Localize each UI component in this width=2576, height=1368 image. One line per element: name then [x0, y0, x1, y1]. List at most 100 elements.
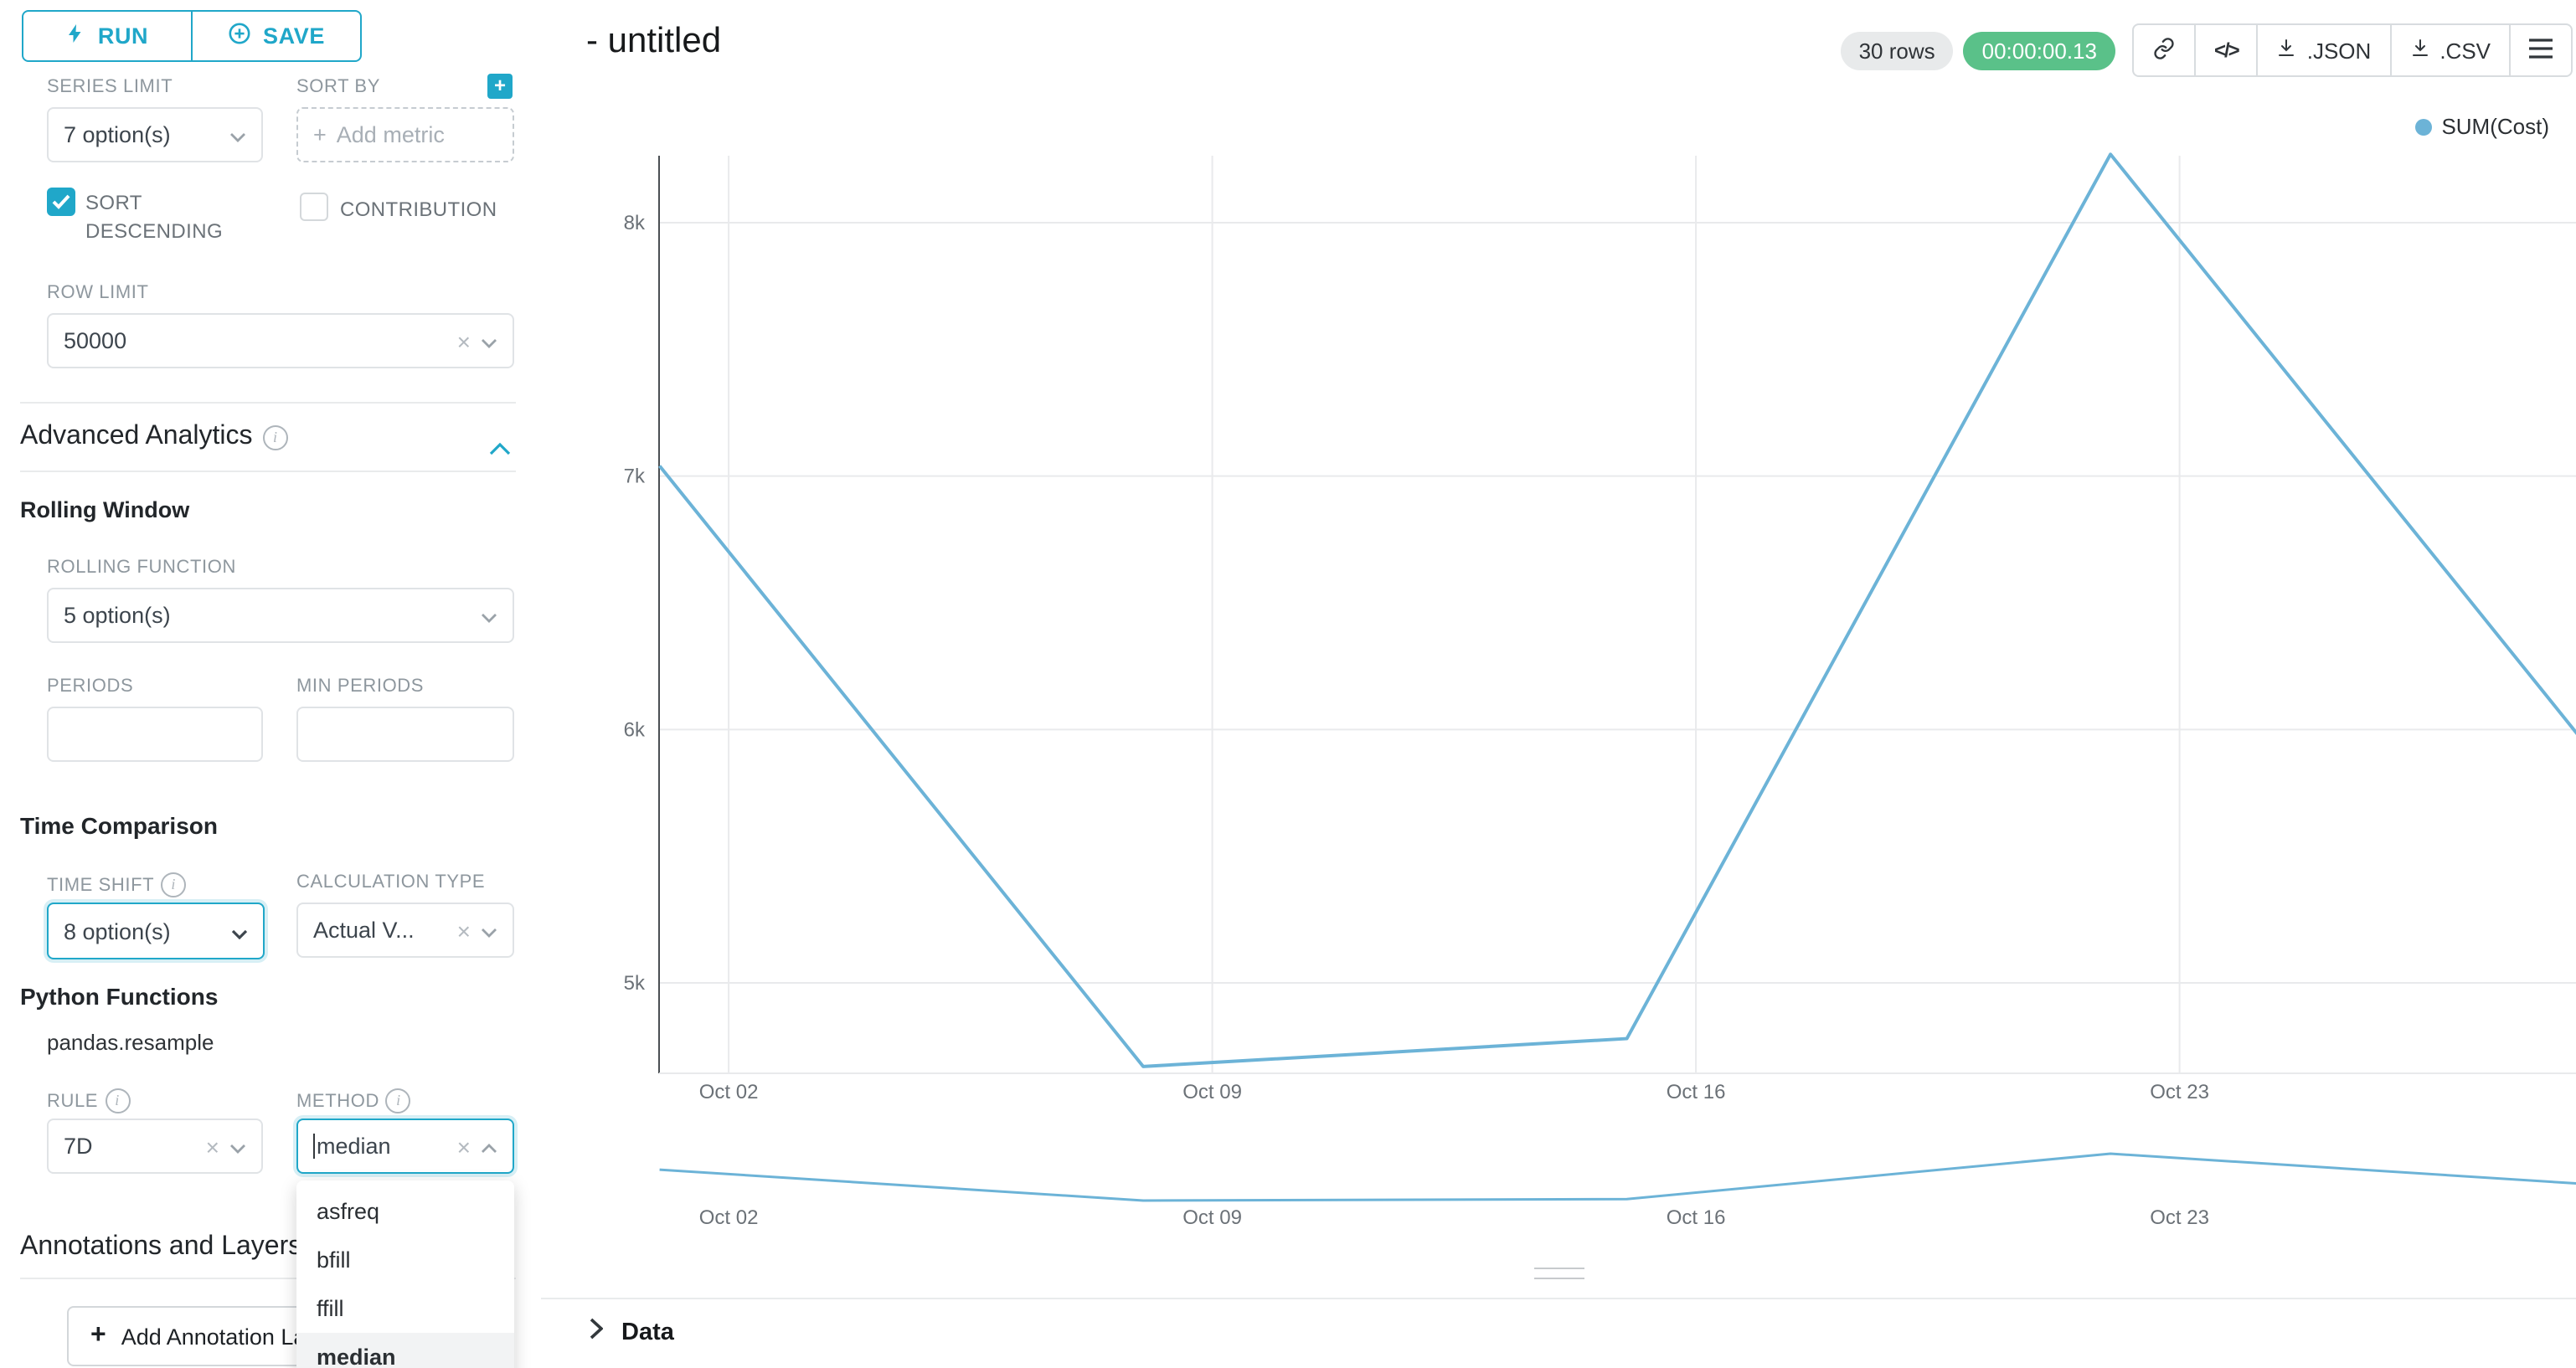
sort-by-add-metric[interactable]: + Add metric	[296, 107, 514, 162]
hamburger-menu-icon	[2529, 38, 2553, 63]
more-options-button[interactable]	[2509, 23, 2573, 77]
sort-descending-label: SORT DESCENDING	[85, 191, 224, 243]
row-limit-value: 50000	[64, 328, 127, 353]
info-icon: i	[105, 1088, 131, 1113]
calculation-type-value: Actual V...	[313, 918, 415, 943]
chevron-down-icon	[481, 918, 497, 943]
row-limit-label: ROW LIMIT	[47, 283, 149, 303]
chevron-down-icon	[481, 603, 497, 628]
method-option-ffill[interactable]: ffill	[317, 1296, 344, 1321]
rolling-function-label: ROLLING FUNCTION	[47, 558, 236, 578]
periods-input[interactable]	[47, 707, 263, 762]
method-label: METHOD i	[296, 1088, 411, 1113]
legend-item-sum-cost[interactable]: SUM(Cost)	[2414, 114, 2549, 139]
time-comparison-heading: Time Comparison	[20, 812, 218, 839]
rolling-window-heading: Rolling Window	[20, 497, 190, 522]
chart-header-actions: 30 rows 00:00:00.13 </> .JSON .CSV	[1840, 23, 2573, 77]
link-icon	[2152, 36, 2176, 64]
data-panel: Data	[541, 1298, 2576, 1368]
pandas-resample-label: pandas.resample	[47, 1030, 214, 1055]
collapse-chevron-up-icon[interactable]	[489, 434, 511, 464]
svg-text:Oct 16: Oct 16	[1667, 1081, 1726, 1103]
clear-icon[interactable]: ×	[456, 327, 471, 354]
rolling-function-value: 5 option(s)	[64, 603, 171, 628]
run-save-group: RUN SAVE	[22, 10, 362, 62]
rule-select[interactable]: 7D ×	[47, 1119, 263, 1174]
legend-dot	[2414, 118, 2432, 135]
plus-icon: +	[313, 122, 327, 147]
chevron-up-icon	[481, 1134, 497, 1159]
add-sort-metric-plus-button[interactable]: +	[487, 74, 513, 99]
contribution-checkbox[interactable]	[300, 193, 328, 221]
rolling-function-select[interactable]: 5 option(s)	[47, 588, 514, 643]
section-divider	[20, 471, 516, 472]
python-functions-heading: Python Functions	[20, 983, 219, 1010]
export-json-button[interactable]: .JSON	[2256, 23, 2392, 77]
query-timer-badge: 00:00:00.13	[1963, 31, 2115, 69]
bolt-icon	[66, 22, 86, 50]
svg-text:Oct 23: Oct 23	[2150, 1206, 2209, 1229]
chevron-down-icon	[231, 918, 248, 944]
sort-by-label: SORT BY	[296, 77, 380, 97]
clear-icon[interactable]: ×	[456, 1133, 471, 1160]
line-chart-canvas[interactable]: 8k 7k 6k 5k Oct 02 Oct 02 Oct 09 Oct 09 Oct 16 Oc…	[541, 0, 2576, 1247]
series-limit-select[interactable]: 7 option(s)	[47, 107, 263, 162]
series-limit-value: 7 option(s)	[64, 122, 171, 147]
method-option-asfreq[interactable]: asfreq	[317, 1199, 380, 1224]
periods-label: PERIODS	[47, 676, 134, 697]
embed-code-button[interactable]: </>	[2194, 23, 2259, 77]
run-button-label: RUN	[97, 23, 149, 49]
controls-sidebar: RUN SAVE SERIES LIMIT SORT BY + 7 option…	[0, 0, 543, 1368]
export-csv-button[interactable]: .CSV	[2389, 23, 2511, 77]
method-combobox[interactable]: median ×	[296, 1119, 514, 1174]
method-option-bfill[interactable]: bfill	[317, 1247, 351, 1273]
annotations-title: Annotations and Layers	[20, 1232, 302, 1261]
svg-text:7k: 7k	[624, 465, 646, 488]
row-count-badge: 30 rows	[1840, 31, 1954, 69]
advanced-analytics-heading: Advanced Analytics i	[20, 422, 288, 452]
clear-icon[interactable]: ×	[205, 1133, 219, 1160]
chevron-down-icon	[481, 328, 497, 353]
svg-text:Oct 16: Oct 16	[1667, 1206, 1726, 1229]
sort-descending-checkbox[interactable]	[47, 188, 75, 216]
save-button-label: SAVE	[263, 23, 325, 49]
save-button[interactable]: SAVE	[191, 10, 362, 62]
sort-by-placeholder: Add metric	[336, 122, 445, 147]
rule-label: RULE i	[47, 1088, 131, 1113]
export-csv-label: .CSV	[2439, 38, 2491, 63]
method-dropdown-menu: asfreq bfill ffill median	[296, 1180, 514, 1368]
data-panel-toggle[interactable]: Data	[590, 1318, 674, 1348]
calculation-type-label: CALCULATION TYPE	[296, 872, 486, 892]
annotations-heading: Annotations and Layers	[20, 1232, 301, 1263]
rule-value: 7D	[64, 1134, 93, 1159]
svg-text:Oct 02: Oct 02	[699, 1081, 759, 1103]
clear-icon[interactable]: ×	[456, 917, 471, 944]
run-button[interactable]: RUN	[22, 10, 193, 62]
svg-text:Oct 02: Oct 02	[699, 1206, 759, 1229]
svg-text:6k: 6k	[624, 718, 646, 741]
method-option-median[interactable]: median	[296, 1333, 514, 1368]
svg-text:8k: 8k	[624, 212, 646, 234]
info-icon: i	[161, 872, 187, 897]
row-limit-select[interactable]: 50000 ×	[47, 313, 514, 368]
calculation-type-select[interactable]: Actual V... ×	[296, 903, 514, 958]
time-shift-select[interactable]: 8 option(s)	[47, 903, 265, 959]
chevron-right-icon	[590, 1318, 604, 1348]
method-value: median	[317, 1134, 391, 1159]
time-shift-label: TIME SHIFT i	[47, 872, 187, 897]
copy-link-button[interactable]	[2132, 23, 2196, 77]
info-icon: i	[385, 1088, 411, 1113]
svg-text:Oct 09: Oct 09	[1182, 1206, 1242, 1229]
min-periods-label: MIN PERIODS	[296, 676, 425, 697]
info-icon: i	[262, 424, 288, 450]
chevron-down-icon	[229, 122, 246, 147]
chart-panel: - untitled 30 rows 00:00:00.13 </> .JSON…	[541, 0, 2576, 1368]
svg-text:Oct 09: Oct 09	[1182, 1081, 1242, 1103]
panel-resize-handle[interactable]	[1533, 1268, 1584, 1279]
download-icon	[2409, 37, 2429, 64]
download-icon	[2277, 37, 2297, 64]
contribution-label: CONTRIBUTION	[340, 198, 497, 221]
data-panel-title: Data	[621, 1319, 674, 1346]
min-periods-input[interactable]	[296, 707, 514, 762]
